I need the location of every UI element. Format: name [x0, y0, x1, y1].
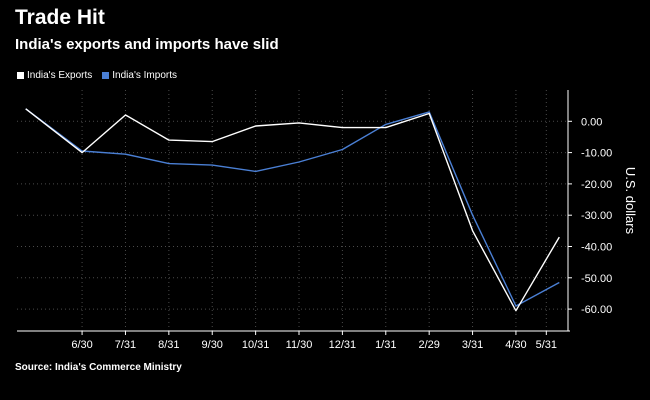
legend: India's Exports India's Imports [17, 70, 177, 81]
x-tick-label: 11/30 [286, 339, 313, 351]
chart-subtitle: India's exports and imports have slid [15, 36, 279, 53]
x-tick-label: 10/31 [242, 339, 270, 351]
y-tick-label: -30.00 [581, 210, 612, 222]
legend-item-exports: India's Exports [17, 70, 92, 81]
x-tick-label: 12/31 [329, 339, 357, 351]
source-note: Source: India's Commerce Ministry [15, 362, 182, 373]
legend-swatch-exports [17, 72, 24, 79]
legend-label-exports: India's Exports [27, 70, 93, 81]
y-tick-label: -10.00 [581, 148, 612, 160]
y-tick-label: -40.00 [581, 241, 612, 253]
y-tick-label: -20.00 [581, 179, 612, 191]
y-tick-label: 0.00 [581, 116, 602, 128]
x-tick-label: 9/30 [202, 339, 223, 351]
x-tick-label: 1/31 [375, 339, 396, 351]
legend-item-imports: India's Imports [102, 70, 177, 81]
y-axis-label: U.S. dollars [623, 167, 638, 235]
x-tick-label: 2/29 [418, 339, 439, 351]
series-line-exports [25, 108, 560, 312]
x-tick-label: 8/31 [158, 339, 179, 351]
y-tick-label: -50.00 [581, 273, 612, 285]
x-tick-label: 3/31 [462, 339, 483, 351]
x-tick-label: 4/30 [505, 339, 526, 351]
chart-title: Trade Hit [15, 6, 105, 29]
legend-label-imports: India's Imports [112, 70, 177, 81]
x-tick-label: 5/31 [536, 339, 557, 351]
series-line-imports [25, 108, 560, 307]
x-tick-label: 6/30 [71, 339, 92, 351]
legend-swatch-imports [102, 72, 110, 79]
x-tick-label: 7/31 [115, 339, 136, 351]
y-tick-label: -60.00 [581, 304, 612, 316]
